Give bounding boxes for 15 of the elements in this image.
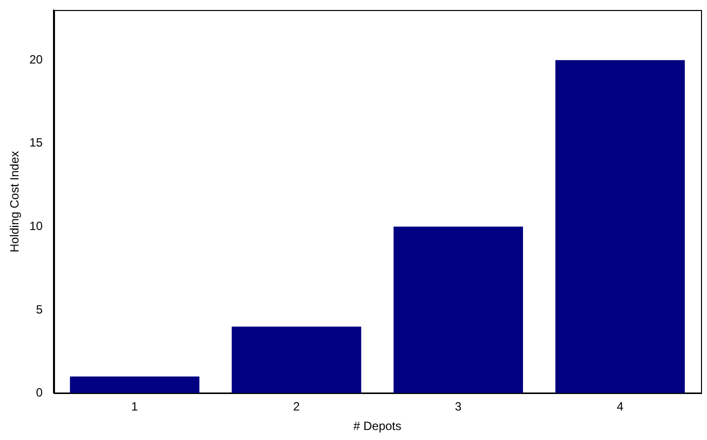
x-axis-title: # Depots xyxy=(353,419,402,434)
x-tick-label: 4 xyxy=(616,400,624,414)
x-tick-label: 3 xyxy=(454,400,462,414)
x-tick-label: 2 xyxy=(293,400,300,414)
bar xyxy=(555,60,685,394)
bar xyxy=(70,376,200,394)
y-tick-label: 0 xyxy=(36,386,44,400)
y-tick-label: 15 xyxy=(29,136,44,150)
y-tick-label: 5 xyxy=(36,302,44,316)
y-axis-title: Holding Cost Index xyxy=(8,151,22,252)
x-tick-label: 1 xyxy=(131,400,138,414)
y-tick-label: 10 xyxy=(29,218,44,233)
y-tick-label: 20 xyxy=(29,52,44,66)
bar xyxy=(232,326,362,394)
bar xyxy=(394,226,524,394)
